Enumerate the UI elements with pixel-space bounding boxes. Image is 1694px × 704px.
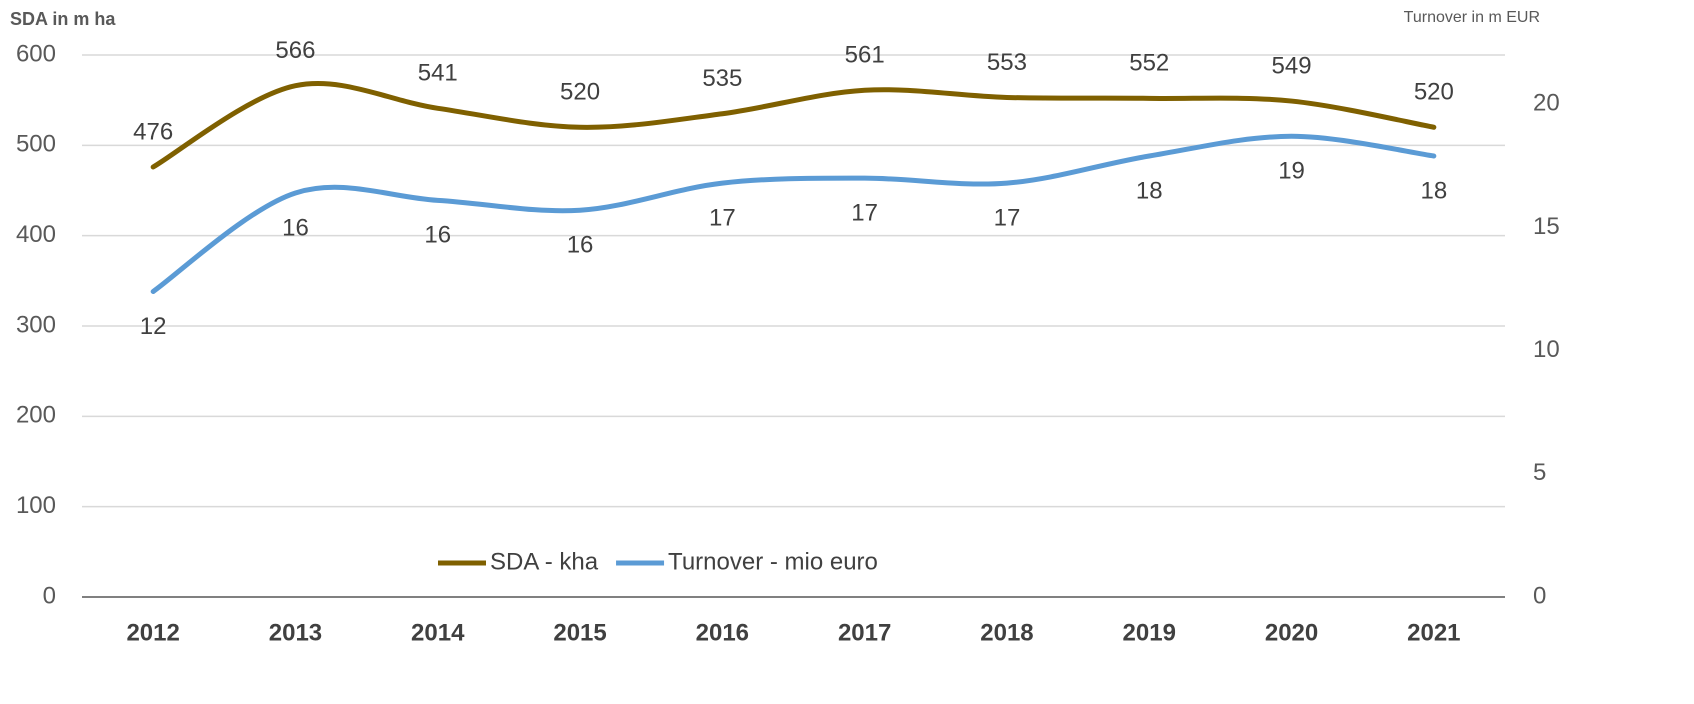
x-tick-label: 2015 bbox=[553, 619, 606, 646]
data-label: 535 bbox=[702, 65, 742, 92]
x-tick-label: 2014 bbox=[411, 619, 465, 646]
legend-label: Turnover - mio euro bbox=[668, 548, 878, 575]
data-label: 520 bbox=[560, 79, 600, 106]
data-label: 18 bbox=[1420, 177, 1447, 204]
x-tick-label: 2021 bbox=[1407, 619, 1460, 646]
legend-label: SDA - kha bbox=[490, 548, 599, 575]
data-label: 19 bbox=[1278, 158, 1305, 185]
data-label: 16 bbox=[282, 214, 309, 241]
data-label: 561 bbox=[845, 42, 885, 69]
y2-tick-label: 10 bbox=[1533, 336, 1560, 363]
y-tick-label: 500 bbox=[16, 131, 56, 158]
x-tick-label: 2017 bbox=[838, 619, 891, 646]
x-tick-label: 2016 bbox=[696, 619, 749, 646]
line bbox=[150, 133, 1437, 295]
y-tick-label: 100 bbox=[16, 492, 56, 519]
data-label: 12 bbox=[140, 313, 167, 340]
y2-tick-label: 20 bbox=[1533, 90, 1560, 117]
y2-tick-label: 15 bbox=[1533, 213, 1560, 240]
x-tick-label: 2019 bbox=[1123, 619, 1176, 646]
y-tick-label: 300 bbox=[16, 311, 56, 338]
data-label: 541 bbox=[418, 60, 458, 87]
data-label: 520 bbox=[1414, 79, 1454, 106]
x-tick-label: 2013 bbox=[269, 619, 322, 646]
data-label: 18 bbox=[1136, 177, 1163, 204]
data-label: 476 bbox=[133, 118, 173, 145]
data-label: 17 bbox=[709, 204, 736, 231]
y-axis-title: SDA in m ha bbox=[10, 9, 116, 29]
y-tick-label: 400 bbox=[16, 221, 56, 248]
y2-axis-title: Turnover in m EUR bbox=[1404, 9, 1540, 26]
data-label: 553 bbox=[987, 49, 1027, 76]
y-tick-label: 200 bbox=[16, 402, 56, 429]
data-label: 549 bbox=[1272, 52, 1312, 79]
data-label: 17 bbox=[994, 204, 1021, 231]
x-tick-label: 2020 bbox=[1265, 619, 1318, 646]
y-tick-label: 0 bbox=[43, 582, 56, 609]
y2-tick-label: 5 bbox=[1533, 459, 1546, 486]
line bbox=[150, 81, 1437, 170]
data-label: 566 bbox=[275, 37, 315, 64]
data-label: 17 bbox=[851, 200, 878, 227]
x-tick-label: 2012 bbox=[126, 619, 179, 646]
data-label: 16 bbox=[567, 232, 594, 259]
y-tick-label: 600 bbox=[16, 40, 56, 67]
data-label: 552 bbox=[1129, 50, 1169, 77]
x-tick-label: 2018 bbox=[980, 619, 1033, 646]
y2-tick-label: 0 bbox=[1533, 582, 1546, 609]
data-label: 16 bbox=[424, 222, 451, 249]
